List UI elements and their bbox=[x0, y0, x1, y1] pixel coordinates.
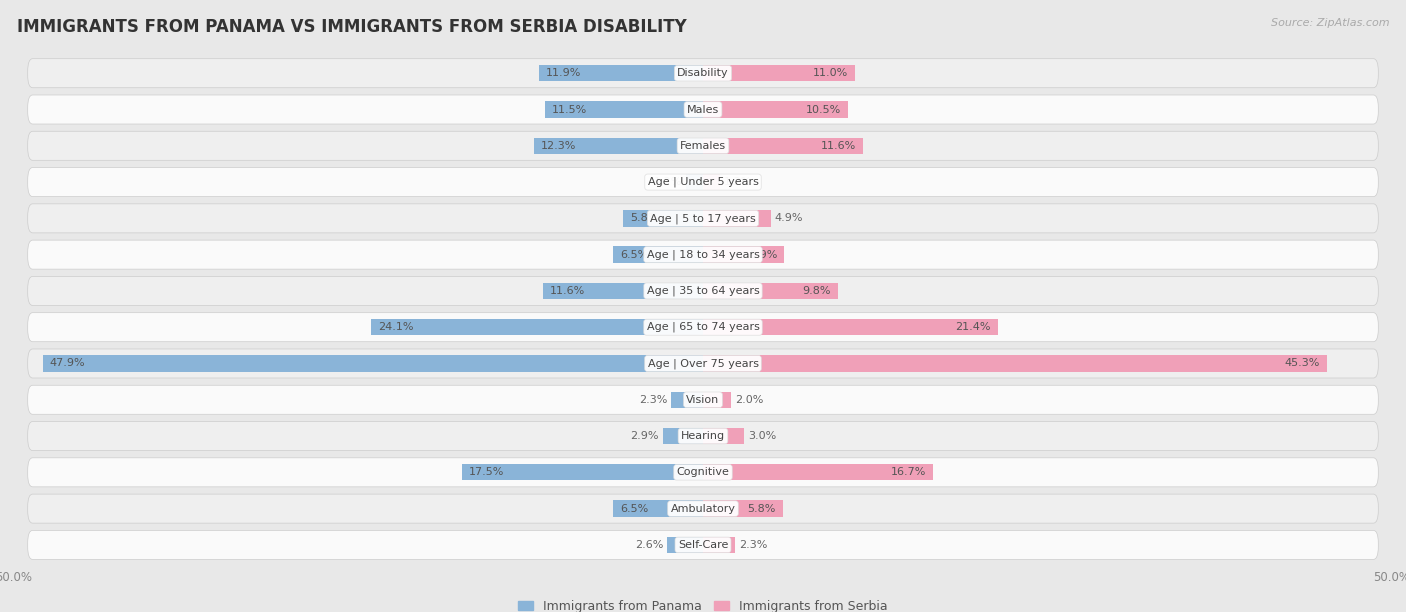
Text: 5.8%: 5.8% bbox=[630, 214, 658, 223]
Text: Source: ZipAtlas.com: Source: ZipAtlas.com bbox=[1271, 18, 1389, 28]
Text: Vision: Vision bbox=[686, 395, 720, 405]
Bar bbox=[44, 356, 703, 371]
FancyBboxPatch shape bbox=[28, 422, 1378, 450]
Text: Age | 18 to 34 years: Age | 18 to 34 years bbox=[647, 249, 759, 260]
FancyBboxPatch shape bbox=[28, 204, 1378, 233]
FancyBboxPatch shape bbox=[28, 458, 1378, 487]
Text: 11.9%: 11.9% bbox=[546, 68, 581, 78]
Text: 16.7%: 16.7% bbox=[891, 468, 927, 477]
Bar bbox=[703, 319, 998, 335]
Text: 1.2%: 1.2% bbox=[654, 177, 682, 187]
FancyBboxPatch shape bbox=[28, 132, 1378, 160]
Bar bbox=[703, 102, 848, 118]
Text: 2.9%: 2.9% bbox=[630, 431, 659, 441]
Text: 5.8%: 5.8% bbox=[748, 504, 776, 513]
Text: Age | Over 75 years: Age | Over 75 years bbox=[648, 358, 758, 369]
Bar bbox=[703, 283, 838, 299]
Bar bbox=[371, 319, 703, 335]
Text: 2.0%: 2.0% bbox=[735, 395, 763, 405]
Text: Age | 35 to 64 years: Age | 35 to 64 years bbox=[647, 286, 759, 296]
Text: Age | 65 to 74 years: Age | 65 to 74 years bbox=[647, 322, 759, 332]
Text: Age | Under 5 years: Age | Under 5 years bbox=[648, 177, 758, 187]
Bar bbox=[623, 210, 703, 226]
Text: 6.5%: 6.5% bbox=[620, 504, 648, 513]
Bar bbox=[613, 247, 703, 263]
Text: Females: Females bbox=[681, 141, 725, 151]
Bar bbox=[703, 428, 744, 444]
Text: 11.0%: 11.0% bbox=[813, 68, 848, 78]
Text: 45.3%: 45.3% bbox=[1285, 359, 1320, 368]
Text: 2.3%: 2.3% bbox=[738, 540, 768, 550]
Bar bbox=[671, 392, 703, 408]
Bar bbox=[703, 65, 855, 81]
Text: 1.2%: 1.2% bbox=[724, 177, 752, 187]
FancyBboxPatch shape bbox=[28, 95, 1378, 124]
Text: 2.3%: 2.3% bbox=[638, 395, 668, 405]
Bar bbox=[703, 138, 863, 154]
Bar bbox=[703, 356, 1327, 371]
Text: 11.6%: 11.6% bbox=[821, 141, 856, 151]
Text: Hearing: Hearing bbox=[681, 431, 725, 441]
Text: 4.9%: 4.9% bbox=[775, 214, 803, 223]
Text: 17.5%: 17.5% bbox=[468, 468, 505, 477]
Text: 5.9%: 5.9% bbox=[749, 250, 778, 259]
Bar bbox=[703, 392, 731, 408]
Bar bbox=[461, 464, 703, 480]
Text: Males: Males bbox=[688, 105, 718, 114]
Bar bbox=[703, 501, 783, 517]
Bar bbox=[703, 210, 770, 226]
FancyBboxPatch shape bbox=[28, 531, 1378, 559]
FancyBboxPatch shape bbox=[28, 386, 1378, 414]
Legend: Immigrants from Panama, Immigrants from Serbia: Immigrants from Panama, Immigrants from … bbox=[513, 595, 893, 612]
Text: 21.4%: 21.4% bbox=[956, 322, 991, 332]
Text: Self-Care: Self-Care bbox=[678, 540, 728, 550]
Text: 24.1%: 24.1% bbox=[378, 322, 413, 332]
FancyBboxPatch shape bbox=[28, 277, 1378, 305]
Text: Age | 5 to 17 years: Age | 5 to 17 years bbox=[650, 213, 756, 223]
Bar bbox=[533, 138, 703, 154]
Bar bbox=[686, 174, 703, 190]
Text: 3.0%: 3.0% bbox=[748, 431, 776, 441]
Bar bbox=[543, 283, 703, 299]
Text: Ambulatory: Ambulatory bbox=[671, 504, 735, 513]
Text: Cognitive: Cognitive bbox=[676, 468, 730, 477]
Text: 47.9%: 47.9% bbox=[49, 359, 86, 368]
Text: 6.5%: 6.5% bbox=[620, 250, 648, 259]
Bar bbox=[538, 65, 703, 81]
FancyBboxPatch shape bbox=[28, 240, 1378, 269]
Bar bbox=[668, 537, 703, 553]
FancyBboxPatch shape bbox=[28, 168, 1378, 196]
Text: 11.6%: 11.6% bbox=[550, 286, 585, 296]
Text: 9.8%: 9.8% bbox=[803, 286, 831, 296]
FancyBboxPatch shape bbox=[28, 494, 1378, 523]
Bar bbox=[703, 537, 735, 553]
Bar bbox=[703, 464, 934, 480]
Bar bbox=[664, 428, 703, 444]
FancyBboxPatch shape bbox=[28, 59, 1378, 88]
Bar bbox=[613, 501, 703, 517]
FancyBboxPatch shape bbox=[28, 349, 1378, 378]
Text: 2.6%: 2.6% bbox=[634, 540, 664, 550]
Text: IMMIGRANTS FROM PANAMA VS IMMIGRANTS FROM SERBIA DISABILITY: IMMIGRANTS FROM PANAMA VS IMMIGRANTS FRO… bbox=[17, 18, 686, 36]
FancyBboxPatch shape bbox=[28, 313, 1378, 341]
Bar bbox=[544, 102, 703, 118]
Text: 12.3%: 12.3% bbox=[540, 141, 576, 151]
Text: 10.5%: 10.5% bbox=[806, 105, 841, 114]
Text: 11.5%: 11.5% bbox=[551, 105, 586, 114]
Bar bbox=[703, 247, 785, 263]
Bar bbox=[703, 174, 720, 190]
Text: Disability: Disability bbox=[678, 68, 728, 78]
